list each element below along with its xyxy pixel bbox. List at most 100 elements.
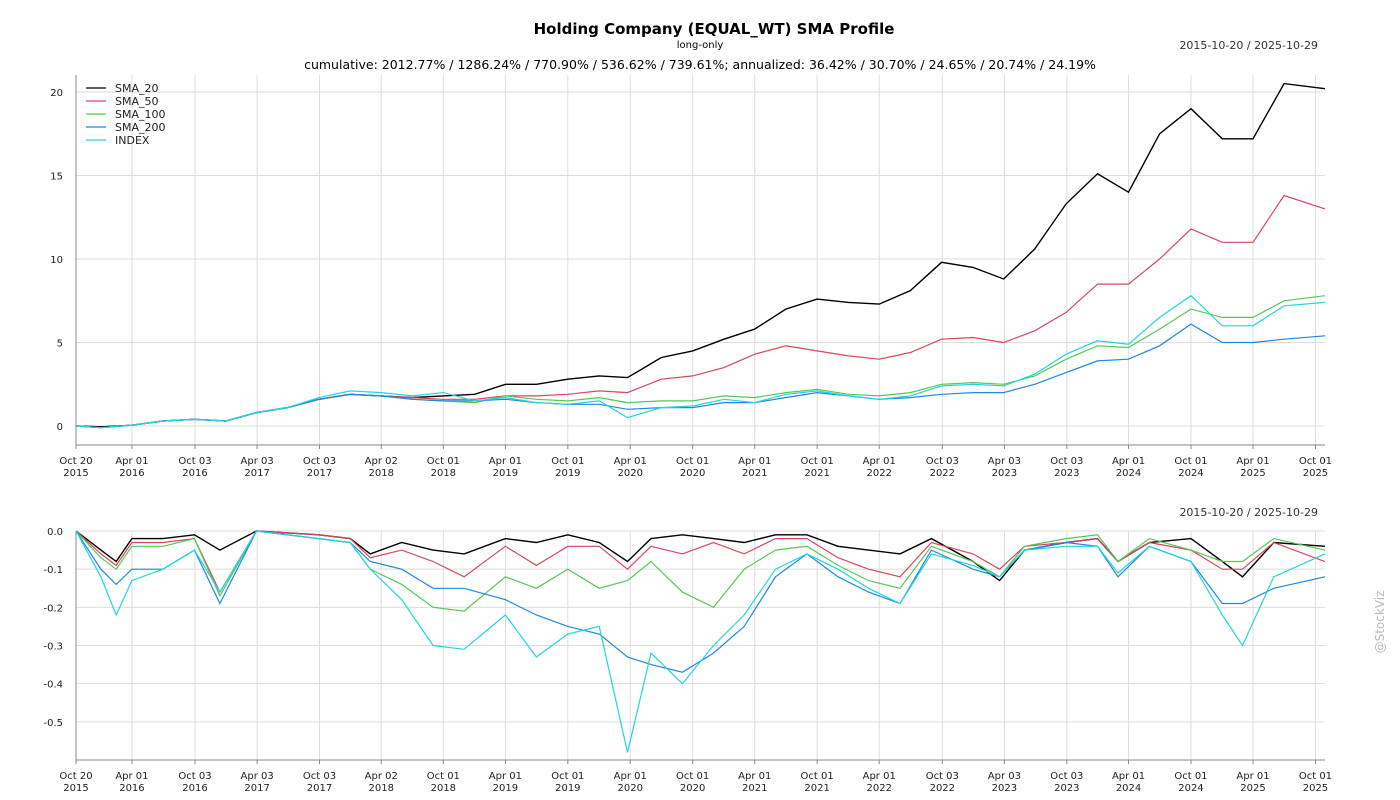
x-tick-label: Oct 03 [178,456,211,467]
x-tick-label: 2022 [866,468,891,479]
x-tick-label: Oct 01 [427,771,460,782]
x-tick-label: 2017 [307,783,332,794]
legend-label: SMA_100 [115,108,166,121]
x-tick-label: 2023 [1054,783,1079,794]
series-line-sma-200 [75,530,1326,673]
x-tick-label: Oct 01 [551,771,584,782]
x-tick-label: Oct 01 [801,771,834,782]
legend-label: SMA_20 [115,82,159,95]
x-tick-label: Apr 01 [1236,456,1269,467]
x-tick-label: Oct 01 [676,456,709,467]
x-tick-label: Oct 03 [178,771,211,782]
x-tick-label: Apr 01 [863,771,896,782]
y-tick-label: -0.2 [43,603,63,614]
x-tick-label: 2019 [555,783,580,794]
x-tick-label: 2016 [182,468,207,479]
x-tick-label: Apr 01 [614,771,647,782]
x-tick-label: 2020 [680,783,705,794]
x-tick-label: Apr 01 [738,771,771,782]
x-tick-label: 2025 [1303,468,1328,479]
x-tick-label: 2021 [742,783,767,794]
chart-subtitle: long-only [677,40,724,51]
series-line-sma-100 [75,295,1326,429]
x-tick-label: 2024 [1178,468,1203,479]
x-tick-label: 2021 [742,468,767,479]
series-line-sma-100 [75,530,1326,612]
legend-label: INDEX [115,134,150,147]
date-range-bottom: 2015-10-20 / 2025-10-29 [1179,506,1318,519]
x-tick-label: 2019 [493,783,518,794]
x-tick-label: 2021 [804,783,829,794]
x-tick-label: Apr 01 [115,456,148,467]
x-tick-label: Apr 03 [988,771,1021,782]
x-tick-label: Oct 01 [1174,456,1207,467]
y-tick-label: 10 [50,255,63,266]
x-tick-label: 2018 [369,468,394,479]
x-tick-label: Apr 01 [489,456,522,467]
legend-label: SMA_200 [115,121,166,134]
date-range-top: 2015-10-20 / 2025-10-29 [1179,39,1318,52]
x-tick-label: 2023 [992,783,1017,794]
y-tick-label: -0.4 [43,680,63,691]
x-tick-label: Oct 01 [1174,771,1207,782]
x-tick-label: 2022 [930,783,955,794]
x-tick-label: Apr 01 [489,771,522,782]
x-tick-label: 2020 [618,783,643,794]
x-tick-label: Apr 01 [863,456,896,467]
x-tick-label: Oct 03 [1050,771,1083,782]
x-tick-label: Apr 02 [365,456,398,467]
x-tick-label: 2019 [493,468,518,479]
x-tick-label: Oct 20 [59,456,92,467]
x-tick-label: Apr 01 [738,456,771,467]
x-tick-label: 2016 [119,783,144,794]
x-tick-label: Oct 01 [551,456,584,467]
x-tick-label: 2025 [1240,783,1265,794]
y-tick-label: 0.0 [47,527,63,538]
x-tick-label: Apr 01 [115,771,148,782]
y-tick-label: 5 [57,339,63,350]
x-tick-label: 2015 [63,783,88,794]
y-tick-label: -0.3 [43,642,63,653]
x-tick-label: 2017 [244,783,269,794]
x-tick-label: 2017 [307,468,332,479]
x-tick-label: Apr 03 [988,456,1021,467]
series-line-sma-20 [75,82,1326,428]
x-tick-label: Apr 01 [1112,771,1145,782]
series-line-sma-50 [75,194,1326,429]
series-line-sma-50 [75,530,1326,594]
x-tick-label: Apr 01 [1236,771,1269,782]
x-tick-label: 2015 [63,468,88,479]
x-tick-label: Oct 01 [676,771,709,782]
x-tick-label: Oct 01 [801,456,834,467]
x-tick-label: 2023 [992,468,1017,479]
x-tick-label: 2019 [555,468,580,479]
x-tick-label: Oct 01 [1299,456,1332,467]
x-tick-label: 2016 [119,468,144,479]
x-tick-label: Oct 03 [1050,456,1083,467]
x-tick-label: 2020 [680,468,705,479]
y-tick-label: -0.5 [43,718,63,729]
x-tick-label: Oct 03 [926,771,959,782]
y-tick-label: -0.1 [43,565,63,576]
series-line-index [75,294,1326,429]
x-tick-label: Apr 01 [1112,456,1145,467]
x-tick-label: 2018 [369,783,394,794]
x-tick-label: Oct 03 [926,456,959,467]
x-tick-label: 2018 [431,468,456,479]
y-tick-label: 0 [57,422,63,433]
x-tick-label: Oct 01 [1299,771,1332,782]
x-tick-label: Oct 20 [59,771,92,782]
x-tick-label: 2020 [618,468,643,479]
x-tick-label: Oct 03 [303,771,336,782]
x-tick-label: Apr 01 [614,456,647,467]
x-tick-label: Oct 03 [303,456,336,467]
x-tick-label: 2018 [431,783,456,794]
x-tick-label: Apr 02 [365,771,398,782]
x-tick-label: 2017 [244,468,269,479]
x-tick-label: 2016 [182,783,207,794]
x-tick-label: Apr 03 [241,771,274,782]
